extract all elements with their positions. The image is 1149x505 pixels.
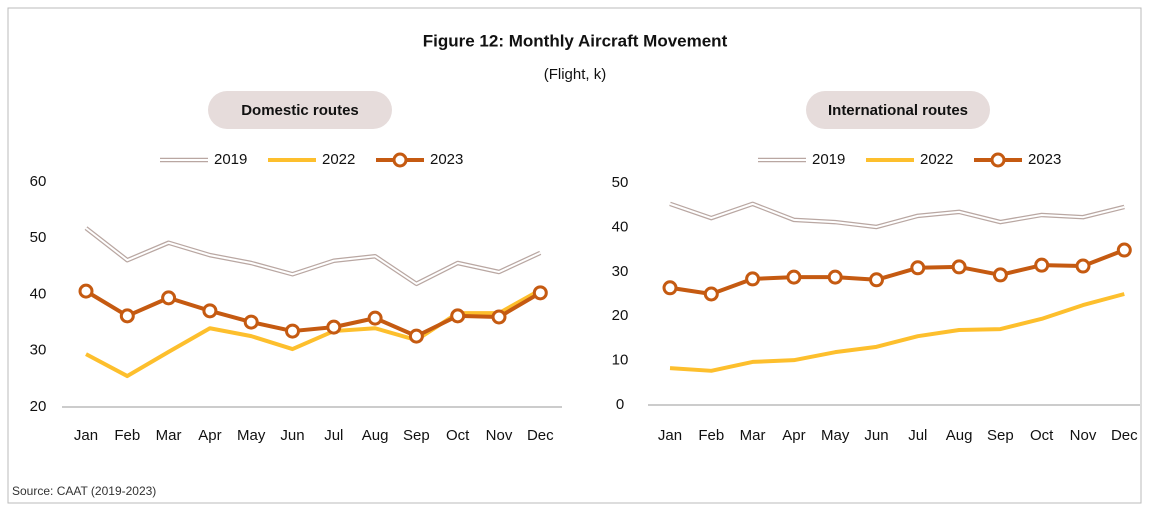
series-marker [992, 267, 1008, 283]
y-tick-label: 60 [30, 173, 47, 190]
x-tick-label: Dec [1111, 427, 1138, 444]
x-tick-label: Oct [446, 427, 470, 444]
series-marker [285, 323, 300, 339]
series-marker [662, 280, 678, 296]
x-tick-label: Jan [658, 427, 682, 444]
y-tick-label: 30 [30, 342, 47, 359]
legend-label: 2023 [1028, 151, 1061, 168]
y-tick-label: 0 [616, 396, 624, 413]
series-marker [745, 271, 761, 287]
y-tick-label: 30 [612, 263, 629, 280]
series-marker [78, 283, 94, 299]
x-tick-label: Dec [527, 427, 554, 444]
x-tick-label: Oct [1030, 427, 1054, 444]
legend-label: 2019 [214, 151, 247, 168]
x-tick-label: Feb [698, 427, 724, 444]
x-tick-label: Nov [486, 427, 513, 444]
series-marker [532, 285, 548, 301]
x-tick-label: Mar [156, 427, 182, 444]
x-tick-label: Apr [198, 427, 221, 444]
x-tick-label: Aug [362, 427, 389, 444]
series-marker [243, 314, 259, 330]
series-marker [869, 272, 884, 288]
series-marker [326, 319, 342, 335]
series-marker [202, 303, 218, 319]
series-marker [408, 328, 424, 344]
panel-pill [806, 91, 990, 129]
y-tick-label: 50 [612, 174, 629, 191]
series-marker [161, 290, 177, 306]
series-marker [1034, 257, 1050, 273]
series-marker [703, 286, 719, 302]
series-marker [119, 308, 135, 324]
y-tick-label: 20 [612, 307, 629, 324]
x-tick-label: Jun [280, 427, 304, 444]
legend-label: 2023 [430, 151, 463, 168]
x-tick-label: Mar [740, 427, 766, 444]
x-tick-label: Aug [946, 427, 973, 444]
x-tick-label: Jul [324, 427, 343, 444]
series-marker [910, 260, 926, 276]
panel-title: Domestic routes [241, 102, 359, 119]
series-marker [491, 309, 507, 325]
legend-marker [392, 152, 408, 168]
y-tick-label: 50 [30, 229, 47, 246]
series-line-inner [85, 227, 541, 285]
series-marker [827, 269, 843, 285]
series-marker [367, 310, 383, 326]
panel-pill [208, 91, 392, 129]
x-tick-label: Jun [864, 427, 888, 444]
y-tick-label: 40 [30, 285, 47, 302]
legend-label: 2022 [920, 151, 953, 168]
legend-marker [990, 152, 1006, 168]
x-tick-label: May [821, 427, 850, 444]
panel-title: International routes [828, 102, 968, 119]
series-marker [450, 308, 466, 324]
series-marker [786, 269, 802, 285]
series-marker [951, 259, 967, 275]
series-line [669, 292, 1125, 373]
figure-title: Figure 12: Monthly Aircraft Movement [423, 31, 728, 50]
y-tick-label: 10 [612, 352, 629, 369]
source: Source: CAAT (2019-2023) [12, 484, 156, 498]
series-line-inner [669, 202, 1125, 228]
x-tick-label: Nov [1070, 427, 1097, 444]
y-tick-label: 40 [612, 218, 629, 235]
legend-label: 2019 [812, 151, 845, 168]
series-marker [1075, 258, 1091, 274]
x-tick-label: Jan [74, 427, 98, 444]
y-tick-label: 20 [30, 398, 47, 415]
legend-label: 2022 [322, 151, 355, 168]
x-tick-label: Sep [987, 427, 1014, 444]
frame [7, 7, 1142, 504]
x-tick-label: Jul [908, 427, 927, 444]
x-tick-label: Sep [403, 427, 430, 444]
figure-subtitle: (Flight, k) [544, 66, 607, 83]
x-tick-label: Feb [114, 427, 140, 444]
x-tick-label: Apr [782, 427, 805, 444]
x-tick-label: May [237, 427, 266, 444]
series-marker [1116, 242, 1132, 258]
